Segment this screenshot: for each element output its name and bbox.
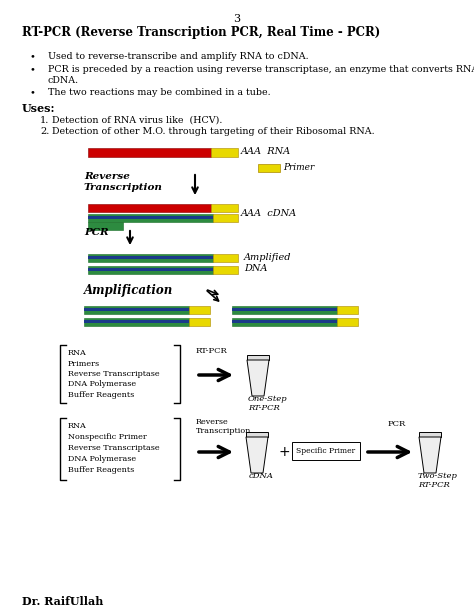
Text: AAA  cDNA: AAA cDNA	[241, 208, 297, 218]
FancyBboxPatch shape	[88, 214, 213, 222]
Text: Primer: Primer	[283, 164, 314, 172]
Text: Nonspecific Primer: Nonspecific Primer	[68, 433, 147, 441]
FancyBboxPatch shape	[88, 148, 211, 156]
FancyBboxPatch shape	[88, 268, 213, 271]
FancyBboxPatch shape	[232, 306, 337, 314]
Polygon shape	[247, 360, 269, 396]
FancyBboxPatch shape	[232, 318, 337, 326]
FancyBboxPatch shape	[258, 164, 280, 172]
Text: +: +	[278, 445, 290, 459]
Text: Two-Step
RT-PCR: Two-Step RT-PCR	[418, 472, 458, 489]
Polygon shape	[419, 437, 441, 473]
Text: •: •	[30, 52, 36, 61]
FancyBboxPatch shape	[211, 204, 238, 212]
Text: Buffer Reagents: Buffer Reagents	[68, 466, 134, 474]
Text: •: •	[30, 65, 36, 74]
Text: Detection of other M.O. through targeting of their Ribosomal RNA.: Detection of other M.O. through targetin…	[52, 127, 374, 136]
FancyBboxPatch shape	[213, 254, 238, 262]
FancyBboxPatch shape	[84, 318, 189, 326]
FancyBboxPatch shape	[88, 216, 213, 219]
Text: cDNA.: cDNA.	[48, 76, 79, 85]
FancyBboxPatch shape	[84, 308, 189, 311]
Text: 2.: 2.	[40, 127, 49, 136]
FancyBboxPatch shape	[213, 266, 238, 274]
FancyBboxPatch shape	[88, 266, 213, 274]
Text: PCR is preceded by a reaction using reverse transcriptase, an enzyme that conver: PCR is preceded by a reaction using reve…	[48, 65, 474, 74]
FancyBboxPatch shape	[232, 321, 337, 323]
Text: Dr. RaifUllah: Dr. RaifUllah	[22, 596, 103, 607]
Text: The two reactions may be combined in a tube.: The two reactions may be combined in a t…	[48, 88, 271, 97]
Text: Detection of RNA virus like  (HCV).: Detection of RNA virus like (HCV).	[52, 116, 222, 125]
FancyBboxPatch shape	[84, 321, 189, 323]
Text: 1.: 1.	[40, 116, 49, 125]
Text: Amplified
DNA: Amplified DNA	[244, 253, 292, 273]
Text: Reverse
Transcription: Reverse Transcription	[196, 418, 251, 435]
Text: Used to reverse-transcribe and amplify RNA to cDNA.: Used to reverse-transcribe and amplify R…	[48, 52, 309, 61]
Text: RNA: RNA	[68, 349, 87, 357]
FancyBboxPatch shape	[88, 254, 213, 262]
FancyBboxPatch shape	[189, 318, 210, 326]
FancyBboxPatch shape	[337, 306, 358, 314]
Text: Uses:: Uses:	[22, 103, 55, 114]
Text: 3: 3	[233, 14, 241, 24]
FancyBboxPatch shape	[292, 442, 360, 460]
Text: DNA Polymerase: DNA Polymerase	[68, 381, 136, 389]
FancyBboxPatch shape	[211, 148, 238, 156]
Text: PCR: PCR	[84, 228, 109, 237]
FancyBboxPatch shape	[419, 432, 441, 437]
FancyBboxPatch shape	[247, 355, 269, 360]
Text: PCR: PCR	[388, 420, 406, 428]
FancyBboxPatch shape	[213, 214, 238, 222]
Text: Reverse Transcriptase: Reverse Transcriptase	[68, 370, 160, 378]
FancyBboxPatch shape	[232, 308, 337, 311]
Text: Primers: Primers	[68, 359, 100, 368]
Text: •: •	[30, 88, 36, 97]
FancyBboxPatch shape	[88, 204, 211, 212]
Polygon shape	[246, 437, 268, 473]
FancyBboxPatch shape	[88, 256, 213, 259]
Text: RT-PCR: RT-PCR	[196, 347, 228, 355]
Text: Specific Primer: Specific Primer	[296, 447, 356, 455]
Text: DNA Polymerase: DNA Polymerase	[68, 455, 136, 463]
FancyBboxPatch shape	[246, 432, 268, 437]
Text: Buffer Reagents: Buffer Reagents	[68, 391, 134, 399]
Text: RT-PCR (Reverse Transcription PCR, Real Time - PCR): RT-PCR (Reverse Transcription PCR, Real …	[22, 26, 380, 39]
Text: Reverse
Transcription: Reverse Transcription	[84, 172, 163, 192]
FancyBboxPatch shape	[84, 306, 189, 314]
Text: One-Step
RT-PCR: One-Step RT-PCR	[248, 395, 288, 412]
Text: cDNA: cDNA	[249, 472, 274, 480]
FancyBboxPatch shape	[88, 222, 123, 230]
FancyBboxPatch shape	[337, 318, 358, 326]
Text: Amplification: Amplification	[84, 284, 173, 297]
Text: Reverse Transcriptase: Reverse Transcriptase	[68, 444, 160, 452]
Text: AAA  RNA: AAA RNA	[241, 148, 291, 156]
FancyBboxPatch shape	[189, 306, 210, 314]
Text: RNA: RNA	[68, 422, 87, 430]
